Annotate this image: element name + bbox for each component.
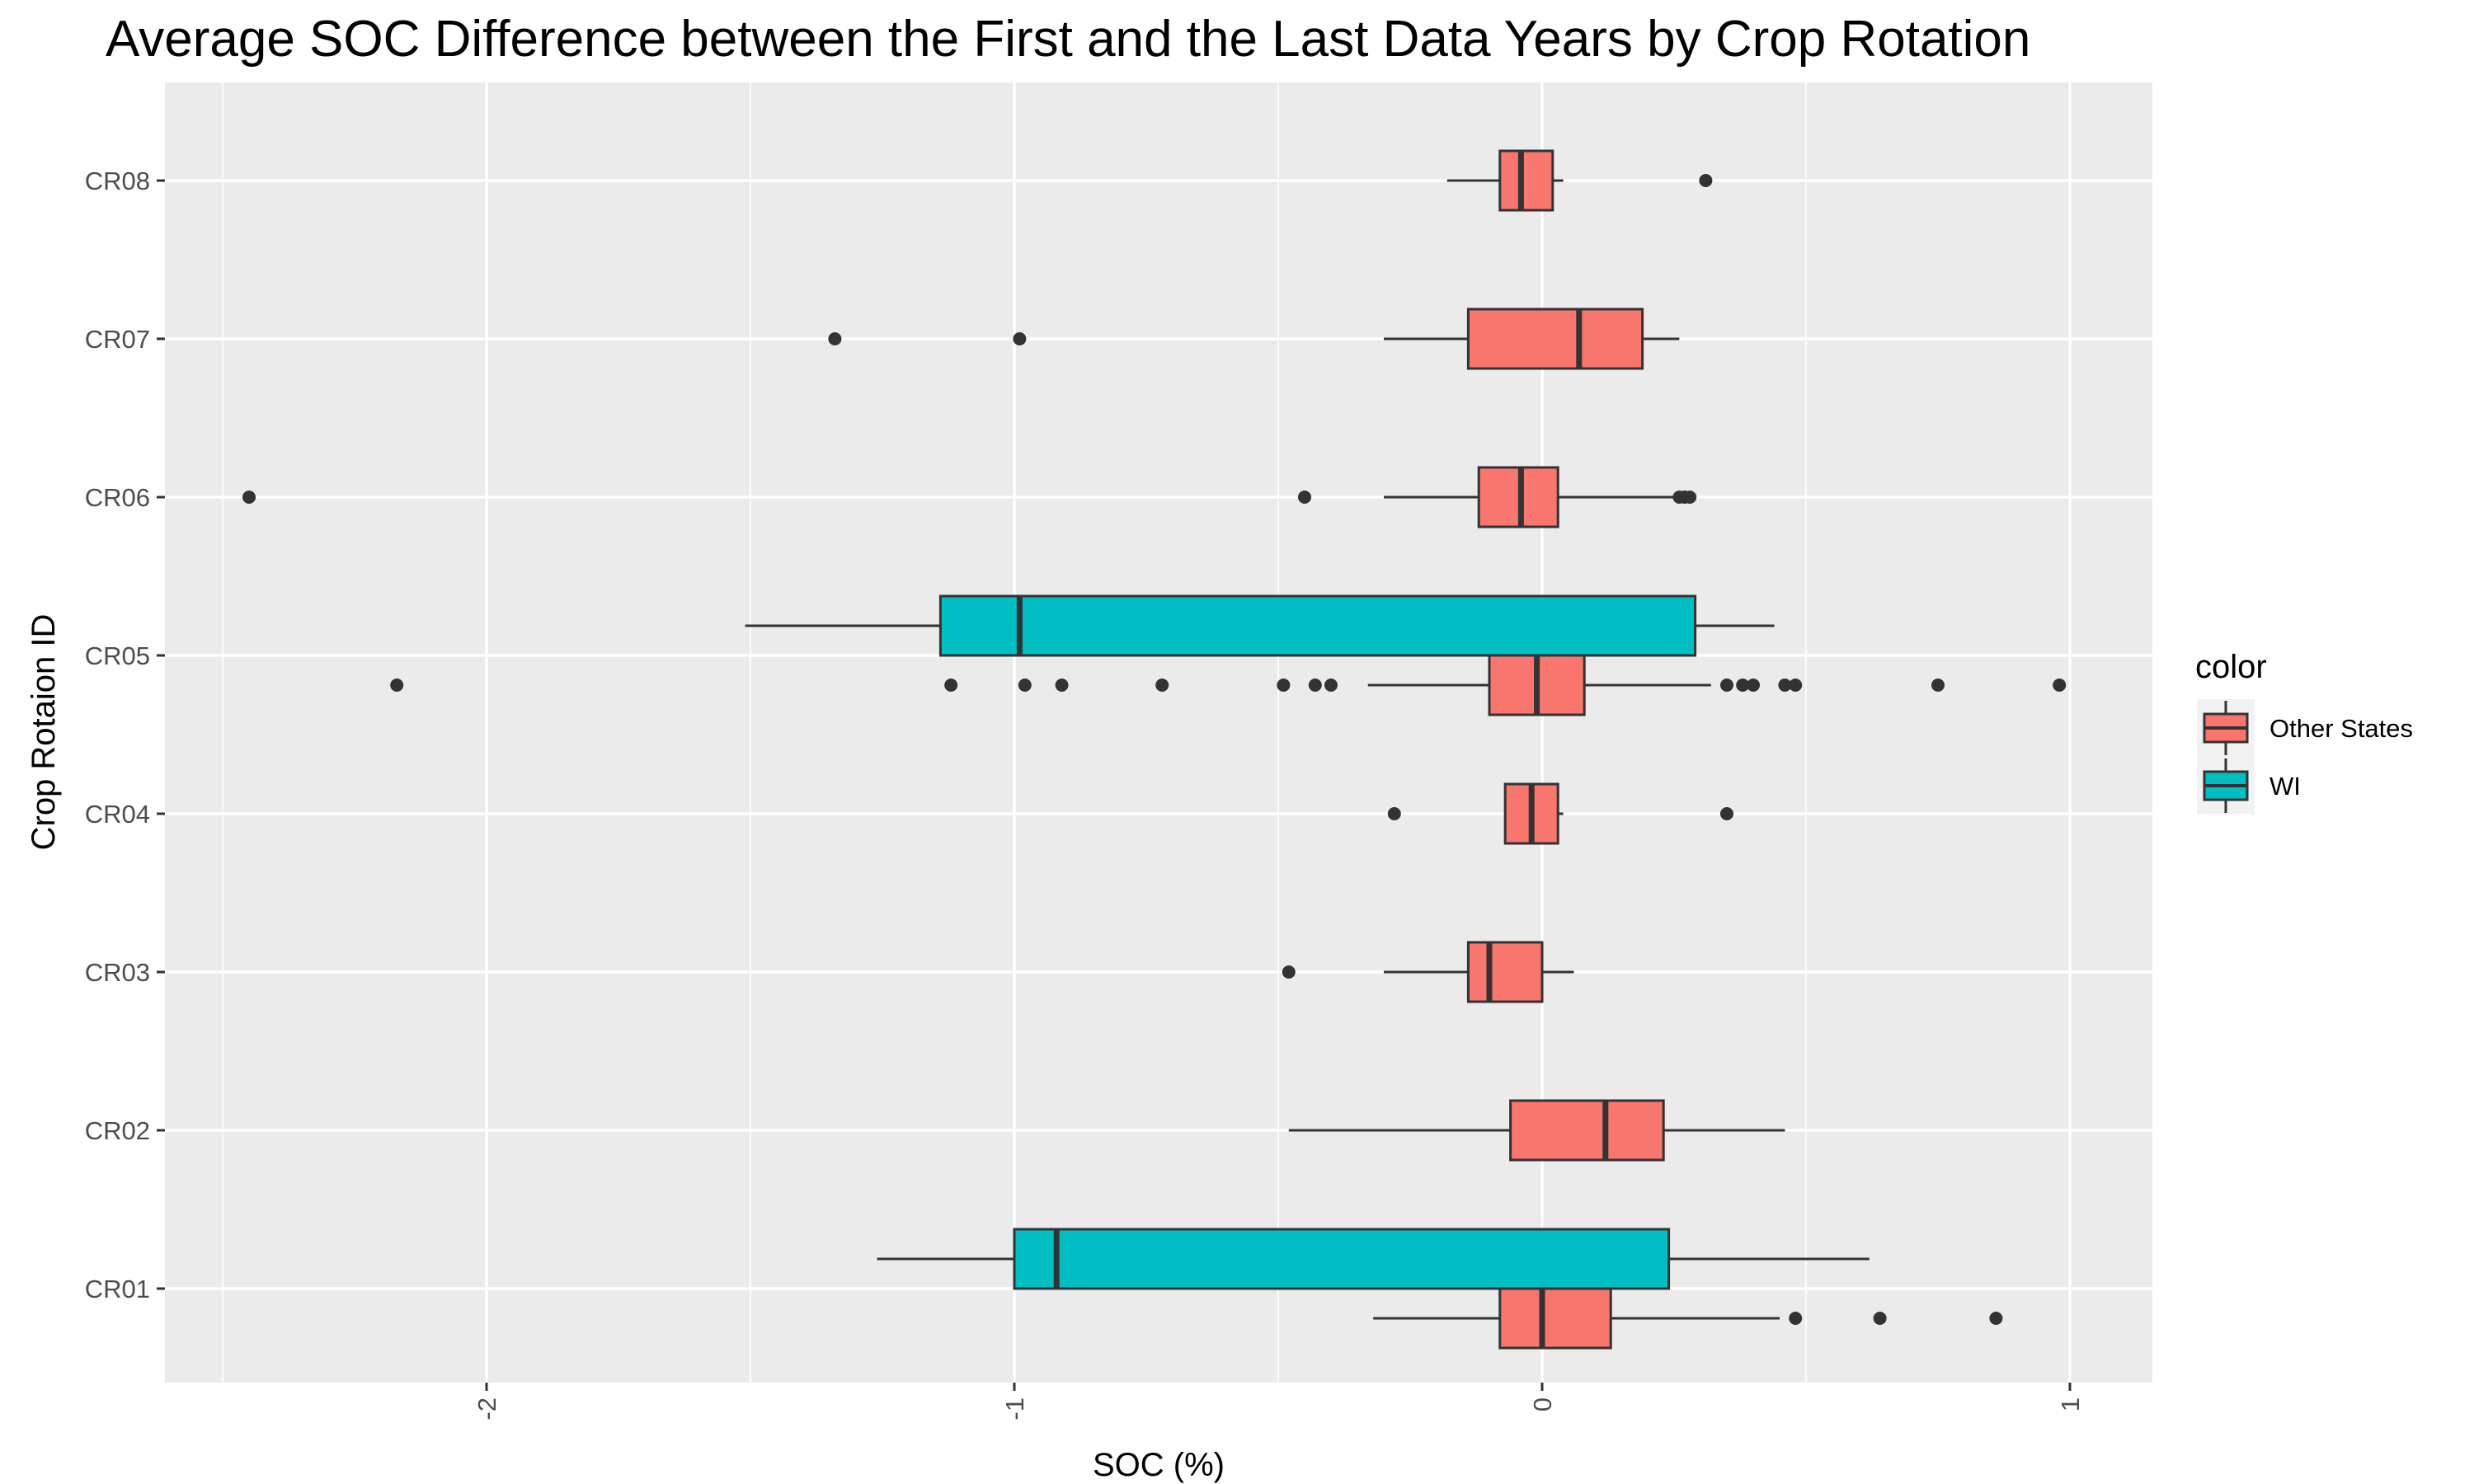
- outlier-point: [1308, 679, 1322, 692]
- outlier-point: [944, 679, 958, 692]
- outlier-point: [1282, 965, 1296, 979]
- outlier-point: [390, 679, 404, 692]
- y-tick-label: CR07: [85, 325, 150, 354]
- outlier-point: [1931, 679, 1945, 692]
- legend-key-other-states: Other States: [2197, 699, 2413, 757]
- outlier-point: [1387, 807, 1401, 820]
- outlier-point: [1989, 1312, 2003, 1325]
- legend-label: Other States: [2269, 714, 2413, 743]
- chart-title: Average SOC Difference between the First…: [106, 11, 2030, 68]
- outlier-point: [1055, 679, 1069, 692]
- y-tick-label: CR02: [85, 1116, 150, 1145]
- outlier-point: [2053, 679, 2067, 692]
- plot-panel: [165, 82, 2152, 1383]
- outlier-point: [1778, 679, 1792, 692]
- outlier-point: [1298, 491, 1311, 504]
- y-tick-label: CR08: [85, 167, 150, 195]
- outlier-point: [1720, 679, 1733, 692]
- outlier-point: [1736, 679, 1750, 692]
- box-other-states-cr02: [1288, 1099, 1785, 1162]
- x-tick-label: -1: [1000, 1397, 1029, 1421]
- legend-title: color: [2195, 649, 2267, 685]
- box-wi-cr05: [745, 594, 1775, 657]
- box-other-states-cr07: [828, 308, 1680, 370]
- outlier-point: [1789, 1312, 1803, 1325]
- legend-key-wi: WI: [2197, 757, 2301, 815]
- x-axis-title: SOC (%): [1093, 1447, 1225, 1483]
- box-other-states-cr06: [242, 466, 1697, 528]
- x-tick-label: 1: [2056, 1397, 2085, 1411]
- outlier-point: [1747, 679, 1760, 692]
- y-axis-title: Crop Rotaion ID: [26, 614, 62, 851]
- box-iqr: [938, 594, 1697, 657]
- x-axis: -2 -1 0 1: [473, 1383, 2085, 1421]
- y-tick-label: CR04: [85, 800, 150, 829]
- box-iqr: [1498, 149, 1554, 212]
- outlier-point: [1699, 174, 1713, 187]
- outlier-point: [828, 332, 842, 345]
- box-wi-cr01: [877, 1228, 1870, 1290]
- outlier-point: [1013, 332, 1027, 345]
- outlier-point: [1720, 807, 1733, 820]
- outlier-point: [242, 491, 256, 504]
- y-tick-label: CR05: [85, 641, 150, 670]
- box-other-states-cr03: [1282, 941, 1574, 1003]
- box-iqr: [1509, 1099, 1665, 1162]
- y-tick-label: CR03: [85, 958, 150, 987]
- box-iqr: [1013, 1228, 1671, 1290]
- box-iqr: [1466, 941, 1544, 1003]
- y-tick-label: CR06: [85, 483, 150, 512]
- y-tick-label: CR01: [85, 1275, 150, 1303]
- outlier-point: [1277, 679, 1291, 692]
- box-iqr: [1498, 1287, 1612, 1350]
- x-tick-label: -2: [473, 1397, 501, 1421]
- box-other-states-cr08: [1446, 149, 1713, 212]
- legend-label: WI: [2269, 772, 2301, 801]
- outlier-point: [1018, 679, 1032, 692]
- legend: color Other States WI: [2195, 649, 2413, 815]
- x-tick-label: 0: [1528, 1397, 1557, 1411]
- grid-minor: [222, 82, 1807, 1383]
- y-axis: CR01 CR02 CR03 CR04 CR05 CR06 CR07 CR08: [85, 167, 165, 1303]
- box-iqr: [1466, 308, 1644, 370]
- boxes-layer: [242, 149, 2067, 1350]
- legend-keys: Other States WI: [2197, 699, 2413, 815]
- outlier-point: [1873, 1312, 1887, 1325]
- outlier-point: [1155, 679, 1169, 692]
- outlier-point: [1683, 491, 1697, 504]
- outlier-point: [1324, 679, 1338, 692]
- outlier-point: [1789, 679, 1803, 692]
- box-other-states-cr04: [1387, 782, 1733, 845]
